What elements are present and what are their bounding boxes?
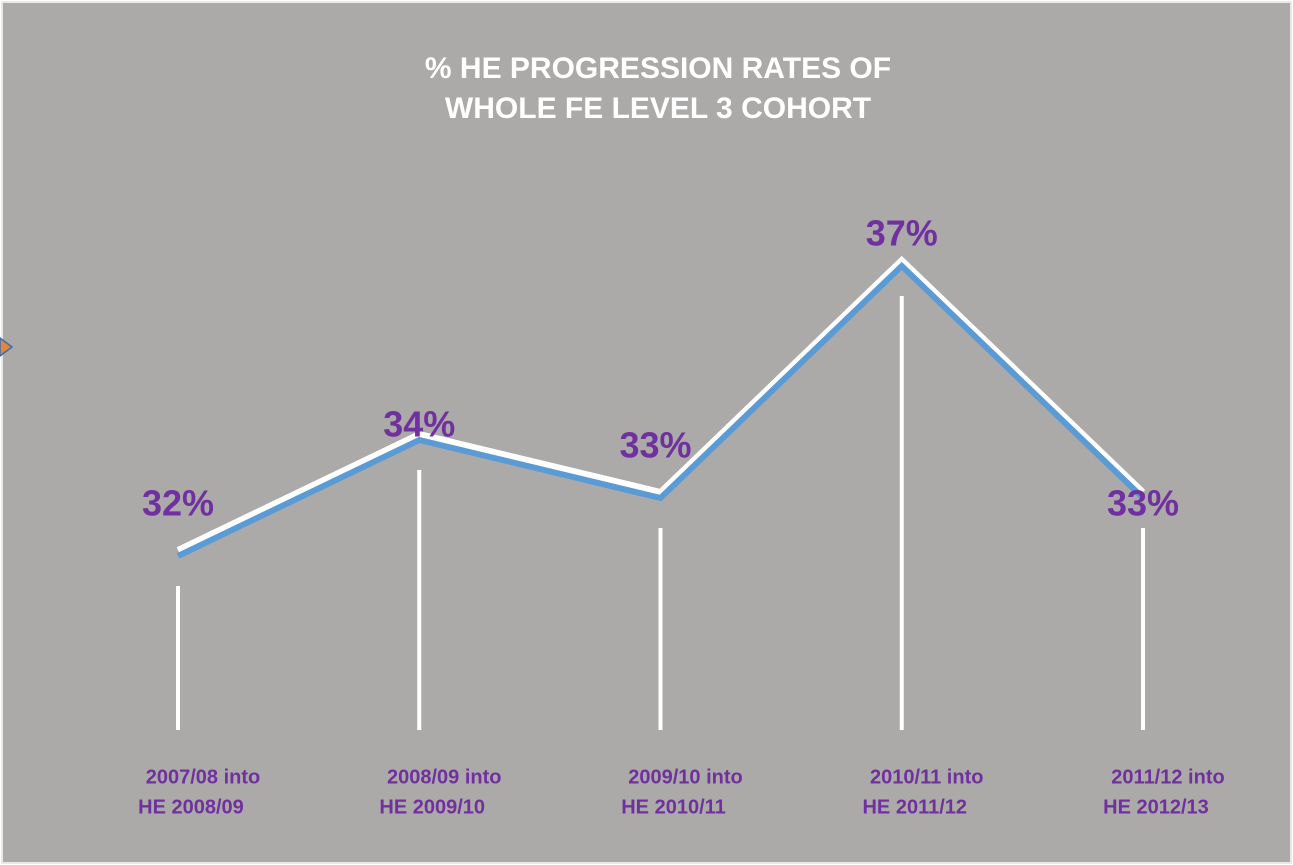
x-tick-label: 2009/10 into — [628, 766, 743, 788]
decor-arrow — [0, 337, 14, 357]
x-tick-label: HE 2010/11 — [621, 796, 726, 818]
x-tick-label: HE 2009/10 — [379, 796, 485, 818]
x-tick-label: HE 2011/12 — [862, 796, 967, 818]
x-tick-label: 2008/09 into — [387, 766, 502, 788]
x-tick-label: HE 2012/13 — [1103, 796, 1209, 818]
x-tick-label: 2007/08 into — [146, 766, 261, 788]
chart-title: % HE PROGRESSION RATES OF — [425, 52, 891, 85]
data-label: 32% — [142, 483, 214, 524]
data-label: 37% — [866, 213, 938, 254]
x-tick-label: 2011/12 into — [1111, 766, 1224, 788]
x-tick-label: 2010/11 into — [870, 766, 983, 788]
x-tick-label: HE 2008/09 — [138, 796, 244, 818]
data-label: 33% — [1107, 483, 1179, 524]
data-label: 34% — [383, 404, 455, 445]
line-shadow — [176, 255, 1146, 553]
line — [176, 261, 1146, 559]
data-label: 33% — [619, 425, 691, 466]
chart-title: WHOLE FE LEVEL 3 COHORT — [445, 92, 871, 125]
